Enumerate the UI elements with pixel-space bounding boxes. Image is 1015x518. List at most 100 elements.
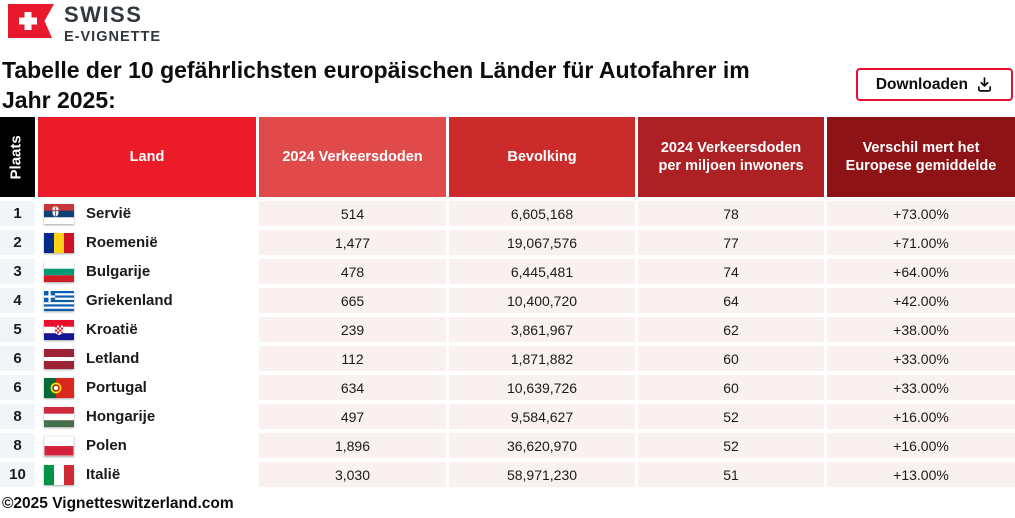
diff-cell: +16.00%	[827, 404, 1015, 429]
rank-cell: 10	[0, 462, 35, 487]
population-cell: 9,584,627	[449, 404, 635, 429]
flag-bulgaria-icon	[44, 261, 74, 282]
per-million-cell: 60	[638, 375, 824, 400]
population-cell: 3,861,967	[449, 317, 635, 342]
country-name: Kroatië	[86, 321, 138, 338]
per-million-cell: 52	[638, 404, 824, 429]
country-cell: Bulgarije	[38, 259, 256, 284]
copyright-text: ©2025 Vignetteswitzerland.com	[2, 495, 234, 512]
column-header-per_million: 2024 Verkeersdoden per miljoen inwoners	[638, 117, 824, 197]
diff-cell: +16.00%	[827, 433, 1015, 458]
per-million-cell: 64	[638, 288, 824, 313]
diff-cell: +64.00%	[827, 259, 1015, 284]
column-header-rank: Plaats	[0, 117, 35, 197]
country-name: Bulgarije	[86, 263, 151, 280]
brand-name: SWISS	[64, 2, 143, 27]
population-cell: 36,620,970	[449, 433, 635, 458]
brand-text: SWISS E-VIGNETTE	[64, 4, 161, 45]
country-name: Griekenland	[86, 292, 173, 309]
column-header-label: Plaats	[8, 134, 26, 180]
download-button-label: Downloaden	[875, 75, 968, 93]
deaths-cell: 478	[259, 259, 446, 284]
country-cell: Hongarije	[38, 404, 256, 429]
population-cell: 10,400,720	[449, 288, 635, 313]
per-million-cell: 51	[638, 462, 824, 487]
country-name: Letland	[86, 350, 140, 367]
site-logo[interactable]: SWISS E-VIGNETTE	[8, 4, 161, 45]
population-cell: 6,445,481	[449, 259, 635, 284]
population-cell: 19,067,576	[449, 230, 635, 255]
swiss-flag-icon	[8, 4, 54, 38]
diff-cell: +71.00%	[827, 230, 1015, 255]
deaths-cell: 1,477	[259, 230, 446, 255]
country-cell: Roemenië	[38, 230, 256, 255]
flag-croatia-icon	[44, 319, 74, 340]
country-name: Hongarije	[86, 408, 156, 425]
deaths-cell: 1,896	[259, 433, 446, 458]
country-cell: Portugal	[38, 375, 256, 400]
per-million-cell: 60	[638, 346, 824, 371]
population-cell: 1,871,882	[449, 346, 635, 371]
country-name: Italië	[86, 466, 121, 483]
deaths-cell: 3,030	[259, 462, 446, 487]
country-cell: Griekenland	[38, 288, 256, 313]
deaths-cell: 634	[259, 375, 446, 400]
country-cell: Polen	[38, 433, 256, 458]
rank-cell: 5	[0, 317, 35, 342]
country-cell: Kroatië	[38, 317, 256, 342]
column-header-label: 2024 Verkeersdoden	[282, 148, 423, 165]
country-name: Polen	[86, 437, 127, 454]
flag-hungary-icon	[44, 406, 74, 427]
page-title: Tabelle der 10 gefährlichsten europäisch…	[2, 57, 750, 114]
column-header-diff: Verschil mert het Europese gemiddelde	[827, 117, 1015, 197]
column-header-country: Land	[38, 117, 256, 197]
flag-latvia-icon	[44, 348, 74, 369]
population-cell: 58,971,230	[449, 462, 635, 487]
rank-cell: 3	[0, 259, 35, 284]
danger-countries-table: Plaats Land 2024 Verkeersdoden Bevolking 202…	[0, 117, 1015, 487]
diff-cell: +42.00%	[827, 288, 1015, 313]
deaths-cell: 239	[259, 317, 446, 342]
per-million-cell: 77	[638, 230, 824, 255]
flag-italy-icon	[44, 464, 74, 485]
rank-cell: 8	[0, 404, 35, 429]
flag-portugal-icon	[44, 377, 74, 398]
flag-serbia-icon	[44, 203, 74, 224]
column-header-label: Verschil mert het Europese gemiddelde	[845, 139, 997, 174]
deaths-cell: 665	[259, 288, 446, 313]
download-button[interactable]: Downloaden	[855, 68, 1013, 101]
country-cell: Servië	[38, 201, 256, 226]
rank-cell: 1	[0, 201, 35, 226]
deaths-cell: 497	[259, 404, 446, 429]
diff-cell: +13.00%	[827, 462, 1015, 487]
column-header-label: Bevolking	[507, 148, 577, 165]
flag-romania-icon	[44, 232, 74, 253]
per-million-cell: 78	[638, 201, 824, 226]
country-name: Portugal	[86, 379, 147, 396]
diff-cell: +73.00%	[827, 201, 1015, 226]
deaths-cell: 112	[259, 346, 446, 371]
brand-subname: E-VIGNETTE	[64, 29, 162, 45]
per-million-cell: 52	[638, 433, 824, 458]
rank-cell: 8	[0, 433, 35, 458]
flag-greece-icon	[44, 290, 74, 311]
population-cell: 6,605,168	[449, 201, 635, 226]
column-header-label: 2024 Verkeersdoden per miljoen inwoners	[658, 139, 804, 174]
country-cell: Italië	[38, 462, 256, 487]
column-header-deaths: 2024 Verkeersdoden	[259, 117, 446, 197]
flag-poland-icon	[44, 435, 74, 456]
country-name: Roemenië	[86, 234, 158, 251]
download-icon	[977, 77, 992, 92]
per-million-cell: 62	[638, 317, 824, 342]
per-million-cell: 74	[638, 259, 824, 284]
column-header-label: Land	[129, 148, 165, 165]
diff-cell: +33.00%	[827, 346, 1015, 371]
column-header-population: Bevolking	[449, 117, 635, 197]
rank-cell: 2	[0, 230, 35, 255]
rank-cell: 6	[0, 346, 35, 371]
deaths-cell: 514	[259, 201, 446, 226]
diff-cell: +38.00%	[827, 317, 1015, 342]
rank-cell: 4	[0, 288, 35, 313]
population-cell: 10,639,726	[449, 375, 635, 400]
